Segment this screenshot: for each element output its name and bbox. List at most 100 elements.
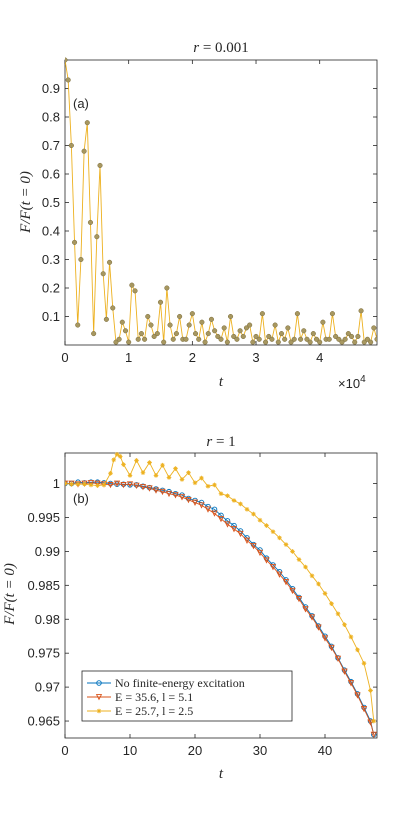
data-point: [360, 705, 368, 713]
data-point: [230, 526, 238, 533]
data-point: [192, 480, 198, 486]
data-point: [95, 483, 100, 488]
data-point: [151, 333, 157, 340]
x-tick-label: 10: [123, 743, 137, 758]
panel-a-title: r = 0.001: [193, 40, 249, 56]
data-point: [132, 288, 138, 294]
legend-marker: [95, 694, 103, 701]
data-point: [294, 311, 300, 317]
y-tick-label: 0.4: [42, 224, 60, 239]
data-point: [113, 339, 119, 345]
y-tick-label: 0.9: [42, 81, 60, 96]
legend-label: E = 35.6, l = 5.1: [115, 690, 193, 704]
data-point: [333, 333, 339, 340]
data-point: [172, 492, 179, 499]
data-point: [218, 491, 224, 497]
data-point: [298, 336, 304, 342]
data-point: [228, 313, 234, 320]
panel-a-series: [65, 57, 377, 345]
data-point: [211, 510, 218, 517]
data-point: [355, 333, 361, 340]
data-point: [199, 319, 205, 325]
data-point: [159, 488, 166, 496]
y-tick-label: 0.5: [42, 195, 60, 210]
data-point: [103, 316, 109, 322]
data-point: [334, 655, 342, 663]
data-point: [167, 322, 173, 328]
data-point: [212, 482, 217, 488]
data-point: [329, 311, 335, 317]
data-point: [65, 57, 68, 63]
x-tick-label: 0: [61, 743, 68, 758]
data-point: [221, 325, 227, 331]
data-point: [75, 322, 81, 328]
data-point: [283, 542, 289, 547]
data-point: [231, 333, 237, 340]
data-point: [138, 331, 144, 337]
data-point: [374, 336, 377, 342]
data-point: [205, 331, 211, 337]
data-point: [364, 336, 370, 342]
data-point: [237, 328, 243, 334]
data-point: [244, 507, 250, 512]
data-point: [234, 336, 240, 342]
data-point: [315, 624, 322, 631]
data-point: [282, 579, 290, 586]
data-point: [202, 339, 208, 345]
panel-b-title: r = 1: [206, 434, 235, 450]
data-point: [269, 564, 277, 571]
data-point: [266, 333, 272, 340]
y-tick-label: 0.3: [42, 252, 60, 267]
y-tick-label: 0.97: [35, 680, 60, 695]
data-point: [240, 333, 246, 340]
data-point: [87, 480, 95, 487]
data-point: [173, 466, 178, 471]
panel-a: 0 1 2 3 4 0.1 0.2 0.3 0.4 0.5 0.6 0.7 0.8 0.9 r = 0.0…: [18, 40, 378, 391]
data-point: [94, 234, 100, 240]
data-point: [152, 487, 160, 494]
data-point: [75, 481, 81, 487]
data-point: [147, 460, 152, 465]
data-point: [135, 336, 141, 342]
data-point: [326, 336, 332, 342]
data-point: [87, 219, 94, 225]
panel-b-series: [65, 452, 377, 739]
data-point: [148, 322, 154, 328]
data-point: [264, 523, 269, 528]
data-point: [225, 493, 230, 499]
legend-marker: [96, 680, 102, 686]
y-tick-label: 0.985: [27, 578, 60, 593]
data-point: [345, 331, 351, 337]
data-point: [361, 339, 367, 345]
x-tick-label: 0: [61, 350, 68, 365]
data-point: [84, 120, 90, 126]
data-point: [251, 511, 256, 517]
data-point: [212, 328, 218, 334]
y-tick-label: 0.7: [42, 138, 60, 153]
y-tick-label: 0.8: [42, 110, 60, 125]
data-point: [68, 142, 74, 149]
data-point: [192, 331, 199, 337]
data-point: [295, 596, 303, 603]
data-point: [217, 515, 225, 523]
data-point: [142, 336, 148, 342]
data-point: [336, 336, 342, 342]
data-point: [161, 339, 167, 345]
data-point: [243, 325, 250, 331]
y-tick-label: 1: [53, 476, 60, 491]
x-tick-label: 2: [189, 350, 196, 365]
y-tick-label: 0.98: [35, 612, 60, 627]
data-point: [231, 498, 237, 503]
data-point: [352, 339, 358, 345]
data-point: [371, 325, 377, 331]
data-point: [224, 521, 231, 528]
legend-box: [81, 670, 293, 722]
data-point: [129, 282, 135, 288]
data-point: [140, 470, 146, 475]
data-point: [78, 256, 84, 263]
data-point: [113, 480, 121, 487]
data-point: [120, 482, 127, 489]
